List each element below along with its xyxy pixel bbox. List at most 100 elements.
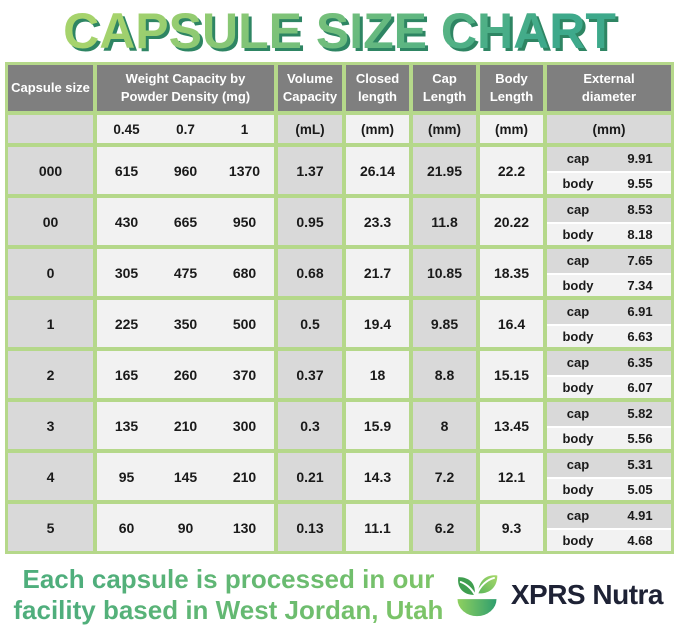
weight-1: 680	[232, 264, 257, 281]
capsule-size-cell: 1	[8, 300, 93, 347]
footer-note: Each capsule is processed in our facilit…	[6, 564, 451, 625]
weight-capacity-cell: 135 210 300	[97, 402, 274, 449]
cap-diameter-value: 4.91	[627, 508, 653, 524]
body-diameter-value: 5.56	[627, 430, 653, 446]
cap-diameter-label: cap	[566, 151, 590, 167]
header-cap-length: Cap Length	[413, 65, 476, 111]
weight-1: 370	[232, 366, 257, 383]
body-diameter-value: 6.07	[627, 379, 653, 395]
header-closed-line1: Closed	[355, 71, 400, 87]
brand-logo: XPRS Nutra	[451, 569, 669, 621]
weight-045: 135	[114, 417, 139, 434]
footer: Each capsule is processed in our facilit…	[0, 554, 679, 640]
body-diameter-label: body	[562, 277, 594, 293]
external-diameter-cell: cap 8.53 body 8.18	[547, 198, 671, 245]
header-cap-line2: Length	[422, 89, 467, 104]
weight-capacity-cell: 615 960 1370	[97, 147, 274, 194]
cap-diameter-label: cap	[566, 304, 590, 320]
cap-diameter-label: cap	[566, 508, 590, 524]
units-volume: (mL)	[278, 115, 342, 143]
body-diameter-value: 9.55	[627, 175, 653, 191]
volume-cell: 0.68	[278, 249, 342, 296]
capsule-table: Capsule size Weight Capacity by Powder D…	[5, 62, 674, 554]
weight-1: 210	[232, 468, 257, 485]
body-diameter-value: 7.34	[627, 277, 653, 293]
header-external-line2: diameter	[581, 89, 637, 104]
weight-07: 260	[173, 366, 198, 383]
leaf-bowl-icon	[457, 575, 498, 617]
weight-capacity-cell: 165 260 370	[97, 351, 274, 398]
header-volume-capacity: Volume Capacity	[278, 65, 342, 111]
header-weight-capacity: Weight Capacity by Powder Density (mg)	[97, 65, 274, 111]
capsule-size-cell: 0	[8, 249, 93, 296]
body-length-cell: 20.22	[480, 198, 543, 245]
weight-045: 305	[114, 264, 139, 281]
cap-length-cell: 11.8	[413, 198, 476, 245]
body-length-cell: 12.1	[480, 453, 543, 500]
body-diameter-value: 5.05	[627, 481, 653, 497]
cap-diameter-value: 9.91	[627, 151, 653, 167]
weight-1: 950	[232, 213, 257, 230]
external-diameter-cell: cap 6.35 body 6.07	[547, 351, 671, 398]
body-diameter-label: body	[562, 532, 594, 548]
closed-length-cell: 23.3	[346, 198, 409, 245]
header-volume-line1: Volume	[287, 71, 333, 87]
closed-length-cell: 11.1	[346, 504, 409, 551]
cap-length-cell: 8	[413, 402, 476, 449]
cap-diameter-value: 8.53	[627, 202, 653, 218]
weight-045: 95	[118, 468, 135, 485]
closed-length-cell: 19.4	[346, 300, 409, 347]
cap-diameter-label: cap	[566, 457, 590, 473]
volume-cell: 0.5	[278, 300, 342, 347]
external-diameter-cell: cap 5.31 body 5.05	[547, 453, 671, 500]
cap-diameter-value: 6.35	[627, 355, 653, 371]
units-density-values: 0.45 0.7 1	[97, 115, 274, 143]
weight-1: 500	[232, 315, 257, 332]
header-body-length: Body Length	[480, 65, 543, 111]
weight-07: 960	[173, 162, 198, 179]
units-external: (mm)	[547, 115, 671, 143]
capsule-size-cell: 4	[8, 453, 93, 500]
page-title: CAPSULE SIZE CHART	[63, 3, 616, 59]
weight-045: 430	[114, 213, 139, 230]
cap-diameter-value: 6.91	[627, 304, 653, 320]
weight-07: 475	[173, 264, 198, 281]
table-wrap: Capsule size Weight Capacity by Powder D…	[0, 62, 679, 554]
volume-cell: 0.95	[278, 198, 342, 245]
header-external-diameter: External diameter	[547, 65, 671, 111]
capsule-size-cell: 5	[8, 504, 93, 551]
volume-cell: 1.37	[278, 147, 342, 194]
cap-diameter-label: cap	[566, 202, 590, 218]
weight-07: 90	[177, 519, 194, 536]
weight-capacity-cell: 430 665 950	[97, 198, 274, 245]
header-volume-line2: Capacity	[282, 89, 338, 104]
weight-1: 300	[232, 417, 257, 434]
cap-diameter-label: cap	[566, 355, 590, 371]
volume-cell: 0.13	[278, 504, 342, 551]
body-length-cell: 13.45	[480, 402, 543, 449]
body-diameter-label: body	[562, 481, 594, 497]
header-weight-line2: Powder Density (mg)	[120, 89, 251, 104]
units-cap: (mm)	[413, 115, 476, 143]
title-bar: CAPSULE SIZE CHART	[0, 0, 679, 62]
closed-length-cell: 18	[346, 351, 409, 398]
cap-length-cell: 6.2	[413, 504, 476, 551]
cap-diameter-value: 5.82	[627, 406, 653, 422]
body-length-cell: 18.35	[480, 249, 543, 296]
volume-cell: 0.21	[278, 453, 342, 500]
body-diameter-label: body	[562, 175, 594, 191]
cap-length-cell: 10.85	[413, 249, 476, 296]
header-cap-line1: Cap	[432, 71, 457, 87]
external-diameter-cell: cap 4.91 body 4.68	[547, 504, 671, 551]
capsule-size-cell: 000	[8, 147, 93, 194]
weight-045: 60	[118, 519, 135, 536]
capsule-size-cell: 3	[8, 402, 93, 449]
closed-length-cell: 26.14	[346, 147, 409, 194]
brand-name: XPRS Nutra	[510, 579, 664, 610]
closed-length-cell: 14.3	[346, 453, 409, 500]
weight-045: 615	[114, 162, 139, 179]
weight-1: 1370	[228, 162, 261, 179]
cap-length-cell: 9.85	[413, 300, 476, 347]
header-capsule-size-label: Capsule size	[11, 80, 90, 96]
